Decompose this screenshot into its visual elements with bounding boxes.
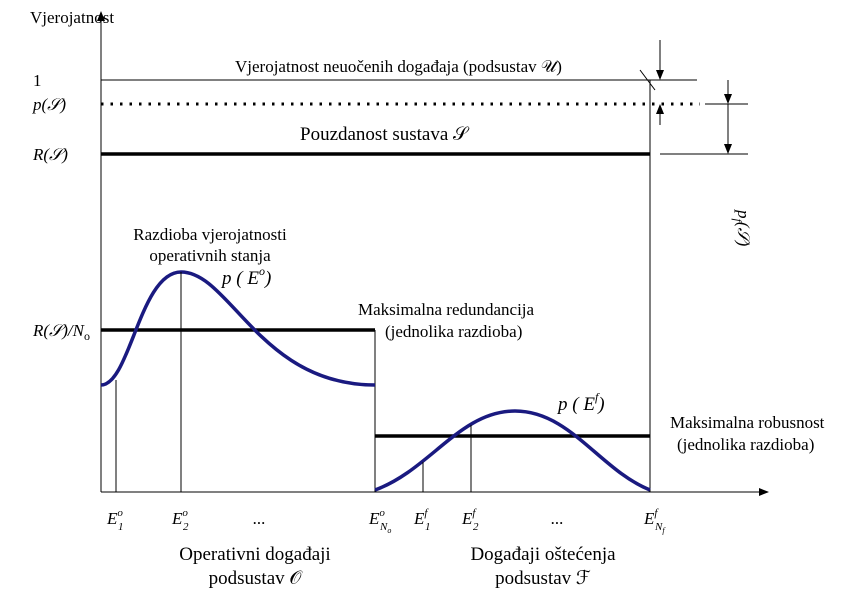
- t: 2: [183, 521, 189, 533]
- curve-f: [374, 409, 651, 492]
- annotation: pf(𝒮): [731, 209, 753, 247]
- level-label: R(𝒮)/No: [32, 321, 90, 343]
- t: (jednolika razdioba): [677, 435, 814, 454]
- t: R(𝒮)/N: [32, 321, 86, 340]
- curve-o: [100, 270, 376, 387]
- level-label: p(𝒮): [32, 95, 66, 114]
- t: 2: [473, 521, 479, 533]
- annotation: Maksimalna redundancija (jednolika razdio…: [358, 300, 535, 341]
- t: E: [171, 509, 183, 528]
- annotation: Pouzdanost sustava 𝒮: [300, 124, 470, 145]
- t: p ( E: [556, 394, 595, 415]
- t: ): [264, 268, 271, 289]
- t: 1: [118, 521, 124, 533]
- level-label: 1: [33, 71, 42, 90]
- annotation: p ( Eo): [220, 264, 271, 289]
- x-label: Ef Nf: [643, 507, 666, 535]
- t: (jednolika razdioba): [385, 322, 522, 341]
- t: E: [413, 509, 425, 528]
- t: E: [368, 509, 380, 528]
- t: ...: [551, 509, 564, 528]
- t: f: [662, 526, 666, 535]
- t: 1: [425, 521, 431, 533]
- t: f: [472, 507, 477, 519]
- t: Razdioba vjerojatnosti: [133, 225, 287, 244]
- t: o: [182, 507, 188, 519]
- annotation: Vjerojatnost neuočenih događaja (podsust…: [235, 57, 562, 76]
- annotation: p ( Ef): [556, 390, 605, 415]
- t: Operativni događaji: [179, 544, 330, 565]
- t: o: [259, 264, 265, 278]
- t: f: [731, 219, 745, 224]
- group-label: Događaji oštećenja podsustav ℱ: [470, 544, 616, 589]
- x-label: Eo 2: [171, 507, 189, 533]
- t: (𝒮): [734, 222, 753, 247]
- t: o: [84, 329, 90, 343]
- t: p: [734, 209, 753, 219]
- t: Maksimalna robusnost: [670, 413, 825, 432]
- t: E: [461, 509, 473, 528]
- t: Događaji oštećenja: [470, 544, 616, 565]
- t: podsustav ℱ: [495, 568, 591, 589]
- t: o: [117, 507, 123, 519]
- level-label: R(𝒮): [32, 145, 68, 164]
- x-label: Ef 2: [461, 507, 479, 533]
- t: E: [643, 509, 655, 528]
- y-label: Vjerojatnost: [30, 8, 114, 27]
- annotation: Razdioba vjerojatnosti operativnih stanja: [133, 225, 287, 265]
- t: N: [654, 521, 663, 533]
- x-label: ...: [551, 509, 564, 528]
- t: f: [595, 390, 600, 404]
- stems: [115, 40, 748, 492]
- x-label: Eo No: [368, 507, 391, 535]
- t: E: [106, 509, 118, 528]
- group-label: Operativni događaji podsustav 𝒪: [179, 544, 330, 589]
- t: operativnih stanja: [149, 246, 271, 265]
- t: ): [597, 394, 604, 415]
- x-label: Ef 1: [413, 507, 431, 533]
- t: podsustav 𝒪: [209, 568, 304, 589]
- x-label: Eo 1: [106, 507, 124, 533]
- annotation: Maksimalna robusnost (jednolika razdioba): [670, 413, 825, 454]
- x-label: ...: [253, 509, 266, 528]
- t: p ( E: [220, 268, 259, 289]
- t: o: [379, 507, 385, 519]
- t: f: [654, 507, 659, 519]
- t: N: [379, 521, 388, 533]
- t: ...: [253, 509, 266, 528]
- t: f: [424, 507, 429, 519]
- t: Maksimalna redundancija: [358, 300, 535, 319]
- t: o: [387, 526, 391, 535]
